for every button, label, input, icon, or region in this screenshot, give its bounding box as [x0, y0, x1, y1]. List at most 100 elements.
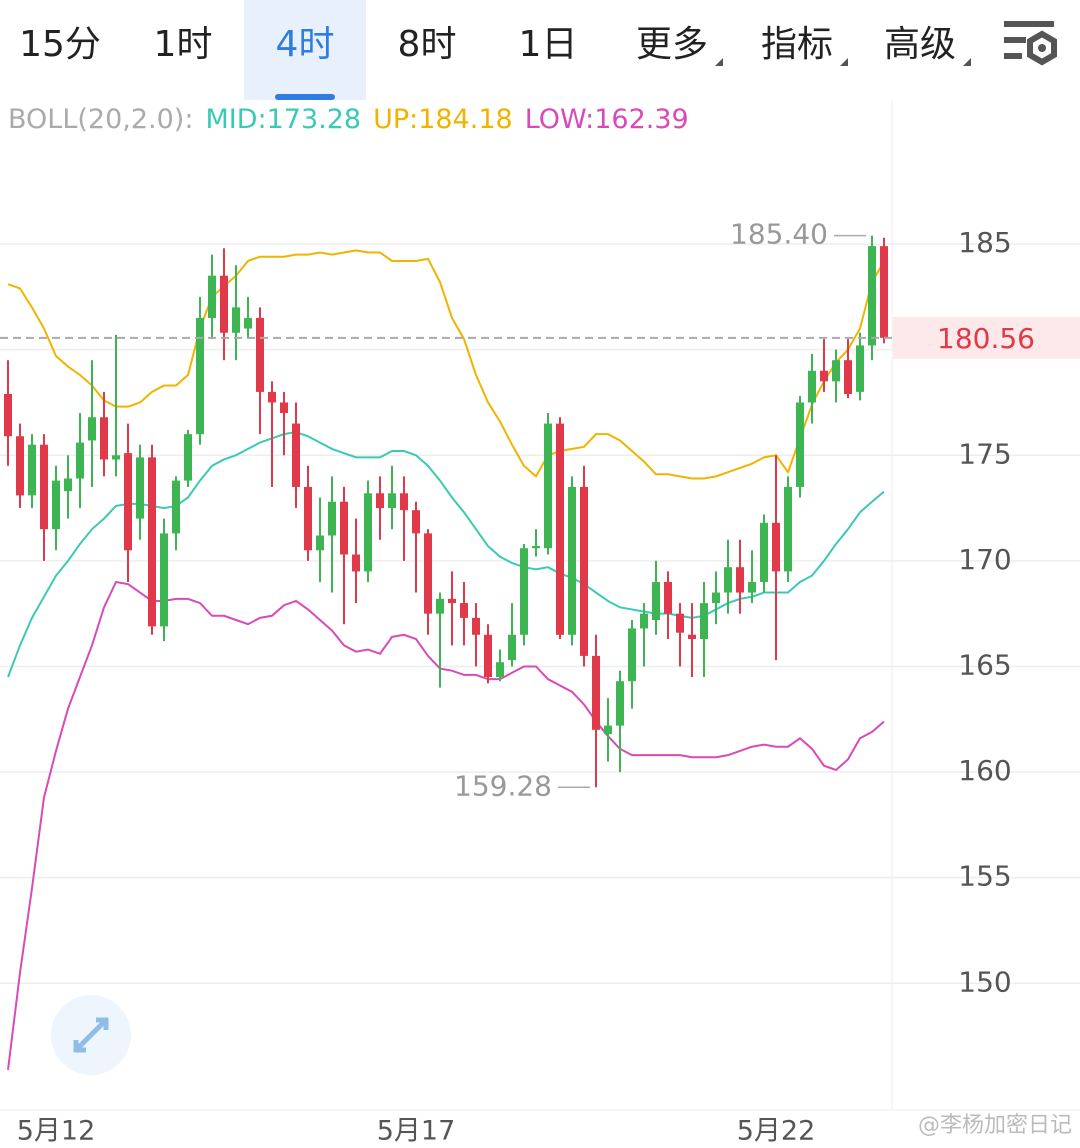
tab[interactable]: 指标	[736, 0, 858, 100]
candle-body	[28, 444, 36, 496]
legend-entry: UP:184.18	[373, 104, 513, 135]
tab[interactable]: 1时	[153, 24, 213, 65]
candle-body	[640, 613, 648, 629]
settings-icon[interactable]	[1004, 21, 1057, 66]
candle-body	[496, 662, 504, 678]
candle-body	[532, 546, 540, 549]
candle-body	[772, 522, 780, 572]
candle-body	[100, 417, 108, 460]
candle-body	[748, 581, 756, 593]
indicator-label: BOLL(20,2.0):	[8, 104, 194, 135]
candle-body	[340, 501, 348, 555]
tab[interactable]: 1日	[518, 24, 578, 65]
candle-body	[712, 592, 720, 604]
candle-body	[844, 360, 852, 395]
x-tick-label: 5月17	[377, 1116, 456, 1147]
candle-body	[52, 480, 60, 530]
candle-body	[484, 634, 492, 678]
expand-button[interactable]	[51, 995, 131, 1075]
candle-body	[112, 455, 120, 460]
candle-body	[808, 370, 816, 403]
last-price-label: 180.56	[937, 322, 1035, 355]
last-price-badge	[893, 316, 1080, 359]
candle-body	[232, 307, 240, 333]
extreme-marker-label: 185.40	[730, 218, 828, 251]
x-tick-label: 5月22	[737, 1116, 816, 1147]
timeframe-tabs: 15分 1时 4时 8时 1日 更多 指标 高级	[0, 0, 1080, 100]
candle-body	[616, 681, 624, 726]
candle-body	[16, 436, 24, 496]
candle-body	[196, 317, 204, 435]
candle-body	[88, 417, 96, 441]
candle-body	[244, 317, 252, 329]
y-tick-label: 150	[958, 965, 1011, 998]
candle-body	[160, 533, 168, 627]
candle-body	[724, 567, 732, 593]
candle-body	[268, 391, 276, 403]
candle-body	[328, 501, 336, 536]
candle-body	[664, 581, 672, 614]
y-tick-label: 170	[958, 543, 1011, 576]
candle-body	[676, 613, 684, 633]
dropdown-arrow	[715, 58, 723, 66]
candle-body	[136, 457, 144, 519]
boll-legend: BOLL(20,2.0): MID:173.28 UP:184.18 LOW:162.…	[8, 104, 689, 135]
candle-body	[172, 480, 180, 534]
x-tick-label: 5月12	[17, 1116, 96, 1147]
watermark: @李杨加密日记	[918, 1113, 1072, 1138]
extreme-marker-label: 159.28	[454, 769, 552, 802]
candle-body	[760, 522, 768, 582]
candle-body	[868, 246, 876, 346]
candle-body	[148, 457, 156, 627]
candle-body	[124, 453, 132, 551]
candle-body	[856, 345, 864, 392]
candle-body	[604, 725, 612, 735]
dropdown-arrow	[963, 58, 971, 66]
y-tick-label: 185	[958, 226, 1011, 259]
candle-body	[520, 548, 528, 635]
candle-body	[184, 434, 192, 481]
candle-body	[280, 402, 288, 414]
tab[interactable]: 更多	[611, 0, 733, 100]
candle-body	[700, 603, 708, 640]
candle-body	[592, 655, 600, 730]
candle-body	[580, 486, 588, 656]
candle-body	[76, 442, 84, 479]
boll-line	[7, 580, 885, 1070]
y-tick-label: 175	[958, 437, 1011, 470]
legend-entry: MID:173.28	[205, 104, 362, 135]
y-tick-label: 160	[958, 754, 1011, 787]
candle-body	[4, 394, 12, 437]
candle-body	[316, 535, 324, 551]
candle-body	[652, 581, 660, 620]
tab[interactable]: 高级	[859, 0, 981, 100]
candle-body	[688, 634, 696, 640]
tab[interactable]: 8时	[397, 24, 457, 65]
dropdown-arrow	[840, 58, 848, 66]
candle-body	[820, 370, 828, 382]
candle-body	[376, 493, 384, 509]
candle-body	[832, 360, 840, 382]
y-tick-label: 165	[958, 648, 1011, 681]
candle-body	[472, 617, 480, 635]
candle-body	[352, 554, 360, 572]
tab[interactable]: 15分	[19, 24, 101, 65]
candle-body	[364, 493, 372, 572]
boll-line	[7, 249, 885, 480]
candle-body	[736, 567, 744, 593]
candle-body	[796, 402, 804, 487]
candle-body	[784, 486, 792, 572]
tab[interactable]: 4时	[244, 0, 366, 100]
candle-body	[208, 275, 216, 318]
candle-body	[304, 486, 312, 551]
candle-body	[508, 634, 516, 661]
candle-body	[628, 628, 636, 682]
candle-body	[64, 478, 72, 492]
candle-body	[256, 317, 264, 392]
candle-body	[880, 246, 888, 338]
candle-body	[220, 275, 228, 333]
candle-body	[412, 510, 420, 534]
candle-body	[388, 493, 396, 509]
